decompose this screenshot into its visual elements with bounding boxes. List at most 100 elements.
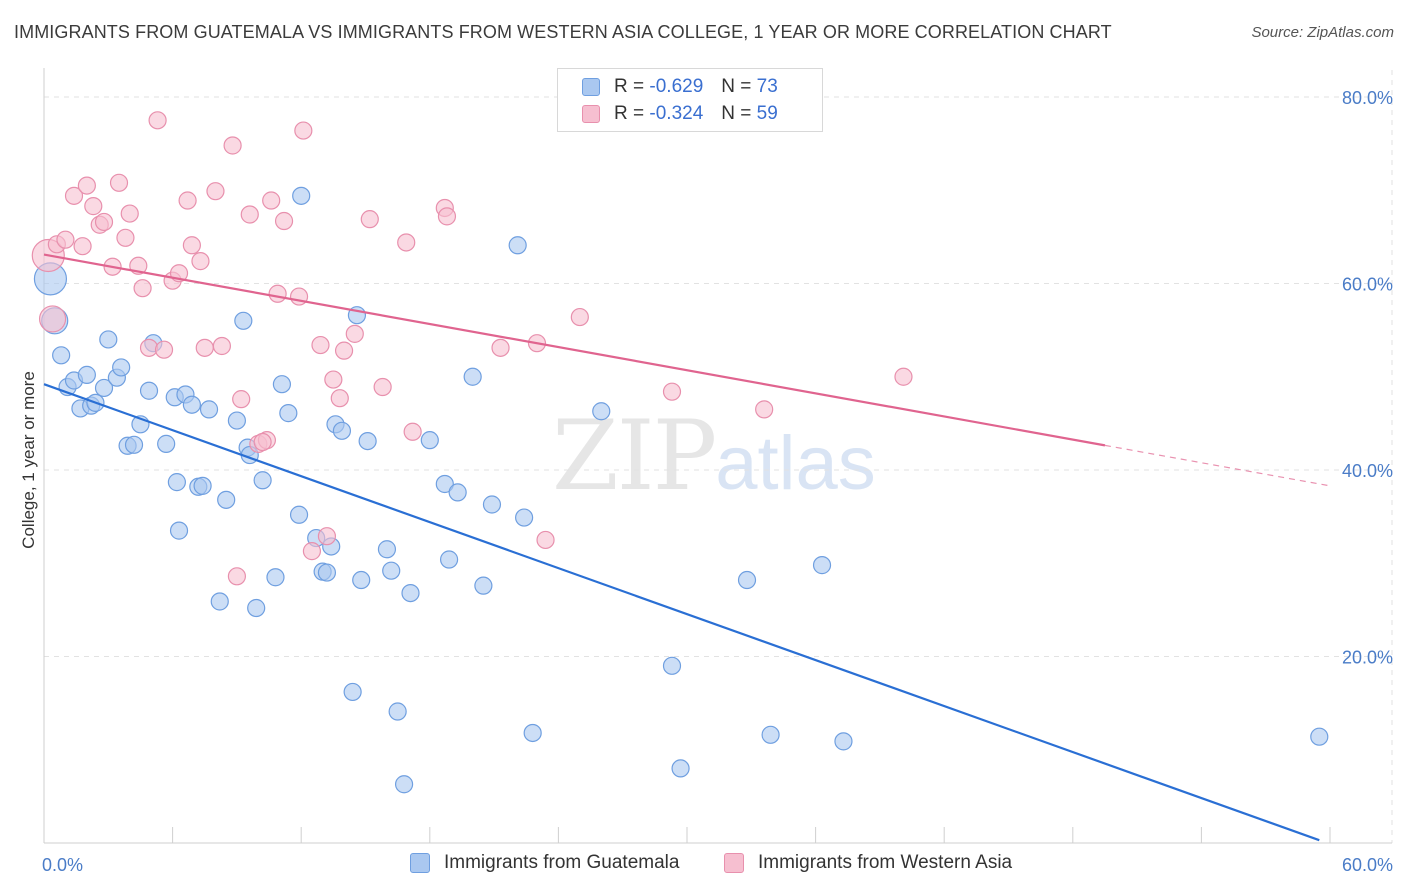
point-western-asia <box>536 530 555 550</box>
point-western-asia <box>56 230 75 249</box>
point-western-asia <box>64 186 84 205</box>
point-western-asia <box>324 370 343 389</box>
point-western-asia <box>345 324 364 343</box>
point-guatemala <box>463 367 482 386</box>
point-western-asia <box>148 111 167 130</box>
point-western-asia <box>232 390 251 409</box>
y-tick-label: 20.0% <box>1342 648 1393 668</box>
point-guatemala <box>167 473 186 492</box>
point-western-asia <box>894 367 913 386</box>
point-western-asia <box>195 338 214 357</box>
point-western-asia <box>397 233 416 252</box>
series-label-guatemala: Immigrants from Guatemala <box>444 852 680 873</box>
legend-swatch-guatemala <box>582 78 600 96</box>
point-western-asia <box>206 182 225 201</box>
point-guatemala <box>523 723 542 743</box>
point-guatemala <box>157 434 176 453</box>
point-guatemala <box>352 570 371 590</box>
watermark-zip: ZIP <box>552 400 717 512</box>
legend-n-value-guatemala: 73 <box>756 76 778 97</box>
tick-labels: 20.0% 40.0% 60.0% 80.0% 0.0% 60.0% <box>42 88 1393 875</box>
y-tick-label: 60.0% <box>1342 275 1393 295</box>
point-guatemala <box>358 431 377 451</box>
chart-title: IMMIGRANTS FROM GUATEMALA VS IMMIGRANTS … <box>14 22 1112 42</box>
point-guatemala <box>394 775 414 794</box>
point-western-asia <box>311 335 330 355</box>
point-guatemala <box>317 563 337 582</box>
point-western-asia <box>116 228 135 247</box>
point-western-asia <box>38 305 67 333</box>
series-legend-western-asia: Immigrants from Western Asia <box>724 852 1012 874</box>
point-guatemala <box>99 330 118 349</box>
correlation-legend: R = -0.629 N = 73 R = -0.324 N = 59 <box>557 68 823 132</box>
point-western-asia <box>120 204 139 223</box>
point-guatemala <box>332 421 352 440</box>
point-guatemala <box>388 702 407 721</box>
point-guatemala <box>112 358 131 377</box>
point-guatemala <box>234 311 253 330</box>
point-guatemala <box>227 411 246 430</box>
point-guatemala <box>272 375 292 394</box>
point-guatemala <box>662 656 682 675</box>
point-western-asia <box>491 338 510 357</box>
point-guatemala <box>515 508 534 527</box>
point-western-asia <box>212 336 231 356</box>
point-guatemala <box>343 682 362 702</box>
series-swatch-guatemala <box>410 853 430 873</box>
trend-line-western-asia <box>43 253 1106 447</box>
point-guatemala <box>448 483 467 502</box>
series-legend: Immigrants from Guatemala Immigrants fro… <box>0 852 1406 878</box>
point-western-asia <box>330 389 349 408</box>
series-label-western-asia: Immigrants from Western Asia <box>758 852 1013 873</box>
point-guatemala <box>671 759 690 778</box>
trend-line-western-asia-dashed <box>1104 444 1331 487</box>
point-western-asia <box>294 121 313 140</box>
point-guatemala <box>439 550 459 569</box>
point-guatemala <box>182 395 201 414</box>
point-guatemala <box>737 570 757 590</box>
point-western-asia <box>240 205 259 224</box>
point-guatemala <box>279 404 298 423</box>
point-western-asia <box>154 340 174 359</box>
legend-n-value-western-asia: 59 <box>756 103 778 124</box>
point-western-asia <box>178 191 197 210</box>
axes <box>43 68 1392 844</box>
legend-r-label: R = <box>614 76 645 97</box>
point-western-asia <box>570 307 589 327</box>
point-guatemala <box>420 431 439 450</box>
point-guatemala <box>508 236 527 255</box>
point-western-asia <box>302 542 322 561</box>
legend-r-value-western-asia: -0.324 <box>649 103 704 124</box>
point-western-asia <box>268 284 287 303</box>
source-label: Source: ZipAtlas.com <box>1251 24 1394 41</box>
point-guatemala <box>401 583 420 603</box>
legend-r-label: R = <box>614 103 645 124</box>
point-guatemala <box>382 561 401 580</box>
legend-n-label: N = <box>721 103 752 124</box>
legend-n-label: N = <box>721 76 752 97</box>
point-guatemala <box>253 471 272 490</box>
point-guatemala <box>812 556 832 575</box>
point-guatemala <box>482 495 502 514</box>
point-western-asia <box>182 236 201 255</box>
point-western-asia <box>84 197 103 216</box>
point-guatemala <box>247 598 266 618</box>
point-guatemala <box>292 186 311 205</box>
point-guatemala <box>289 505 309 524</box>
point-guatemala <box>761 725 780 744</box>
point-western-asia <box>437 207 457 226</box>
legend-swatch-western-asia <box>582 105 600 123</box>
point-western-asia <box>253 432 272 452</box>
point-western-asia <box>317 527 337 546</box>
point-western-asia <box>223 136 242 155</box>
legend-r-value-guatemala: -0.629 <box>649 76 704 97</box>
point-guatemala <box>52 346 71 365</box>
point-western-asia <box>334 341 354 360</box>
point-western-asia <box>403 422 422 441</box>
watermark-atlas: atlas <box>715 421 876 506</box>
point-western-asia <box>755 400 774 419</box>
point-western-asia <box>133 279 152 298</box>
x-tick-label: 60.0% <box>1342 855 1393 875</box>
point-guatemala <box>199 400 219 419</box>
